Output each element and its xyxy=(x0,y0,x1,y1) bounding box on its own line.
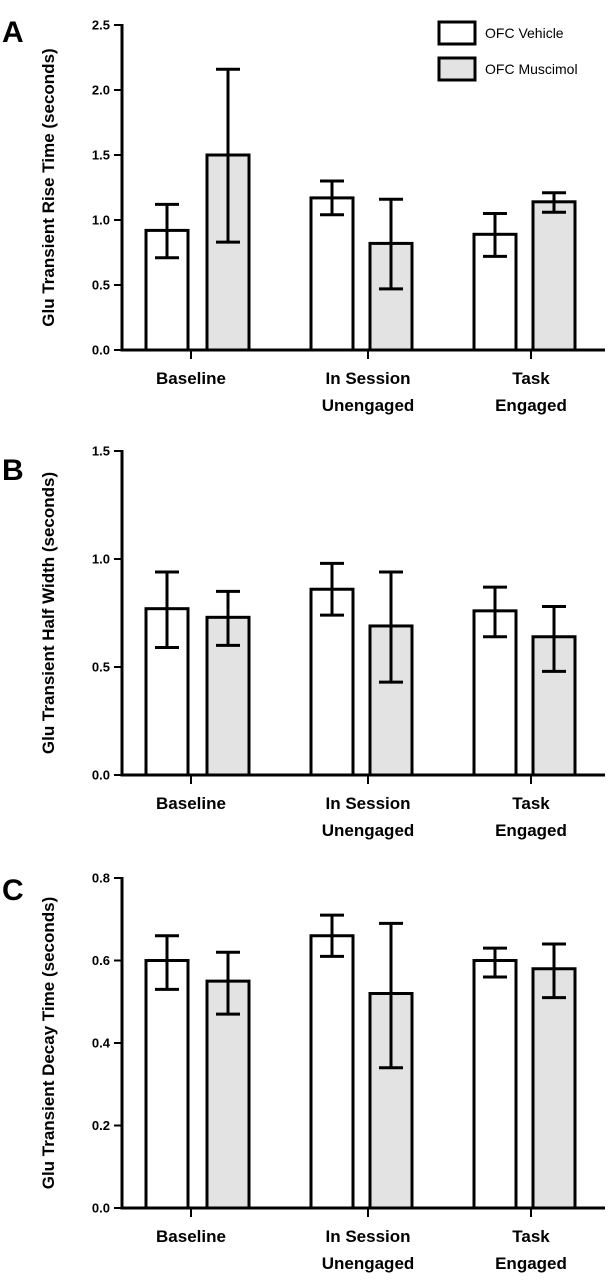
legend-swatch xyxy=(437,20,477,46)
legend-label: OFC Muscimol xyxy=(485,61,578,77)
y-tick-label: 1.0 xyxy=(92,552,110,567)
panel-letter: C xyxy=(2,874,24,907)
panel-c: C Glu Transient Decay Time (seconds) 0.0 0.… xyxy=(2,871,605,1273)
x-tick-label: Task xyxy=(512,794,550,813)
x-tick-label: Task xyxy=(512,369,550,388)
bar xyxy=(309,934,355,1210)
bar xyxy=(309,196,355,352)
y-tick-label: 0.5 xyxy=(92,278,110,293)
y-tick-label: 0.5 xyxy=(92,660,110,675)
x-tick-label: Baseline xyxy=(156,369,226,388)
x-tick-label: Engaged xyxy=(495,821,567,840)
x-tick-label: Task xyxy=(512,1227,550,1246)
y-tick-label: 0.0 xyxy=(92,768,110,783)
y-tick-label: 0.2 xyxy=(92,1118,110,1133)
x-tick-label: In Session xyxy=(325,1227,410,1246)
x-tick-label: Unengaged xyxy=(322,1254,415,1273)
bar xyxy=(144,959,190,1210)
x-tick-label: In Session xyxy=(325,369,410,388)
y-tick-label: 1.5 xyxy=(92,148,110,163)
bar xyxy=(472,959,518,1210)
y-tick-label: 0.6 xyxy=(92,953,110,968)
y-tick-label: 0.8 xyxy=(92,871,110,886)
x-tick-label: Engaged xyxy=(495,396,567,415)
legend-label: OFC Vehicle xyxy=(485,25,564,41)
bar xyxy=(205,979,251,1210)
y-tick-label: 0.0 xyxy=(92,1201,110,1216)
y-tick-label: 0.0 xyxy=(92,343,110,358)
panel-a: A Glu Transient Rise Time (seconds) 0.0 0.5… xyxy=(2,16,605,415)
x-tick-label: Baseline xyxy=(156,1227,226,1246)
y-axis-label: Glu Transient Rise Time (seconds) xyxy=(39,48,58,326)
x-tick-label: In Session xyxy=(325,794,410,813)
legend-swatch xyxy=(437,56,477,82)
bar xyxy=(531,967,577,1210)
panel-letter: A xyxy=(2,16,24,49)
y-axis-label: Glu Transient Half Width (seconds) xyxy=(39,472,58,754)
x-tick-label: Unengaged xyxy=(322,821,415,840)
legend: OFC Vehicle OFC Muscimol xyxy=(437,20,578,82)
bar xyxy=(472,232,518,352)
bar xyxy=(309,587,355,777)
panel-letter: B xyxy=(2,454,24,487)
x-tick-label: Engaged xyxy=(495,1254,567,1273)
y-tick-label: 0.4 xyxy=(92,1036,111,1051)
x-tick-label: Unengaged xyxy=(322,396,415,415)
panel-b: B Glu Transient Half Width (seconds) 0.0 0.… xyxy=(2,444,605,840)
y-axis-label: Glu Transient Decay Time (seconds) xyxy=(39,897,58,1190)
y-tick-label: 2.0 xyxy=(92,83,110,98)
y-tick-label: 2.5 xyxy=(92,18,110,33)
y-tick-label: 1.5 xyxy=(92,444,110,459)
bar xyxy=(531,200,577,352)
x-tick-label: Baseline xyxy=(156,794,226,813)
y-tick-label: 1.0 xyxy=(92,213,110,228)
